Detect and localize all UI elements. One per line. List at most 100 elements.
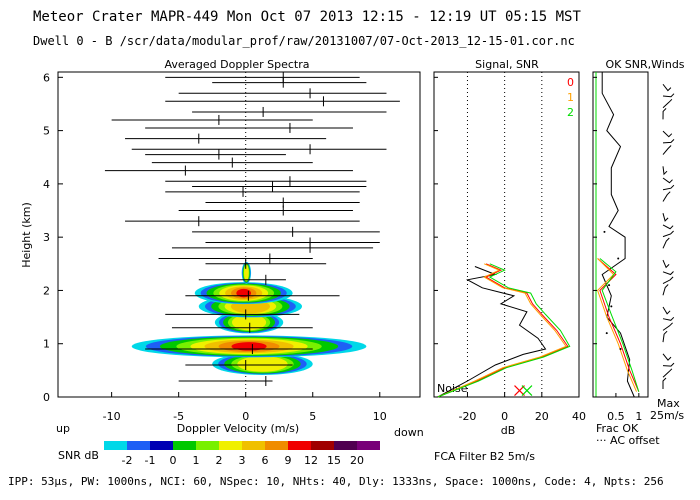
wind-barb-5 xyxy=(662,322,673,331)
wind-barb-7 xyxy=(662,306,671,315)
colorbar-tick-label-4: 2 xyxy=(216,454,223,467)
signal-series-0 xyxy=(437,263,569,398)
spectra-hotspot-2-layer-4 xyxy=(231,314,267,331)
fca-label: FCA Filter B2 5m/s xyxy=(434,450,535,463)
wind-barb-11 xyxy=(662,259,670,269)
ac-offset-label: ··· AC offset xyxy=(596,434,660,447)
doppler-ylabel: Height (km) xyxy=(20,202,33,268)
signal-plot: -20 0 20 40 xyxy=(434,72,586,423)
ok-dot-2 xyxy=(603,230,606,233)
doppler-ytick-label-3: 3 xyxy=(43,231,50,244)
wind-barb-6 xyxy=(662,316,675,321)
ok-dot-5 xyxy=(610,305,613,308)
doppler-plot: -10 -5 0 5 10 0 1 2 3 4 5 6 xyxy=(43,71,400,423)
colorbar-swatch-2 xyxy=(150,441,173,450)
wind-barb-19 xyxy=(662,166,668,176)
colorbar-swatch-8 xyxy=(288,441,311,450)
wind-barb-21 xyxy=(662,139,675,144)
noise-label: Noise xyxy=(437,382,468,395)
signal-xtick-label-0: -20 xyxy=(458,410,476,423)
colorbar-tick-label-0: -2 xyxy=(122,454,133,467)
wind-barb-16 xyxy=(662,191,671,202)
doppler-ytick-label-6: 6 xyxy=(43,71,50,84)
spectra-hotspot-1-layer-7 xyxy=(231,342,267,351)
doppler-xtick-label-1: -5 xyxy=(173,410,184,423)
colorbar-tick-label-8: 12 xyxy=(304,454,318,467)
wind-barb-0 xyxy=(662,377,667,390)
signal-xtick-label-1: 0 xyxy=(501,410,508,423)
colorbar-swatch-3 xyxy=(173,441,196,450)
colorbar-tick-label-9: 15 xyxy=(327,454,341,467)
colorbar-label: SNR dB xyxy=(58,449,99,462)
doppler-ytick-label-5: 5 xyxy=(43,125,50,138)
colorbar-tick-label-10: 20 xyxy=(350,454,364,467)
doppler-xtick-label-4: 10 xyxy=(373,410,387,423)
ok-xtick-label-1: 1 xyxy=(635,410,642,423)
header-line2: Dwell 0 - B /scr/data/modular_prof/raw/2… xyxy=(33,34,575,48)
ok-dot-3 xyxy=(617,257,620,260)
wind-barb-12 xyxy=(662,237,670,249)
colorbar-swatch-5 xyxy=(219,441,242,450)
ok-title: OK SNR,Winds xyxy=(605,58,684,71)
signal-title: Signal, SNR xyxy=(475,58,539,71)
colorbar-swatch-7 xyxy=(265,441,288,450)
wind-barb-14 xyxy=(662,224,674,230)
doppler-ytick-label-2: 2 xyxy=(43,284,50,297)
wind-barb-26 xyxy=(662,83,672,92)
wind-barb-24 xyxy=(662,98,673,109)
spectra-hotspot-5-layer-4 xyxy=(244,265,249,281)
colorbar-tick-label-1: -1 xyxy=(145,454,156,467)
ok-series-snr0 xyxy=(597,258,640,392)
wind-barb-23 xyxy=(662,108,667,120)
doppler-ytick-label-4: 4 xyxy=(43,178,50,191)
legend-series-0: 0 xyxy=(567,76,574,89)
legend-series-1: 1 xyxy=(567,91,574,104)
wind-barb-18 xyxy=(662,177,673,184)
colorbar-swatch-0 xyxy=(104,441,127,450)
colorbar-swatch-4 xyxy=(196,441,219,450)
wind-barb-13 xyxy=(662,230,674,238)
signal-xtick-label-2: 20 xyxy=(535,410,549,423)
signal-series-signal xyxy=(437,266,547,398)
ok-xtick-label-0: 0.5 xyxy=(607,410,625,423)
doppler-frame xyxy=(57,71,421,398)
colorbar-tick-label-7: 9 xyxy=(285,454,292,467)
colorbar-swatch-9 xyxy=(311,441,334,450)
ok-plot: 0.5 1 xyxy=(593,72,675,423)
noise-marker-1 xyxy=(521,385,533,397)
doppler-title: Averaged Doppler Spectra xyxy=(164,58,309,71)
doppler-ytick-label-1: 1 xyxy=(43,338,50,351)
colorbar-tick-label-3: 1 xyxy=(193,454,200,467)
max-speed-label: 25m/s xyxy=(650,409,684,422)
wind-barb-1 xyxy=(662,368,673,378)
signal-series-1 xyxy=(437,263,567,398)
ok-dot-1 xyxy=(608,284,611,287)
colorbar: -2 -1 0 1 2 3 6 9 12 15 20 xyxy=(104,441,380,467)
colorbar-tick-label-2: 0 xyxy=(170,454,177,467)
doppler-xtick-label-0: -10 xyxy=(103,410,121,423)
wind-barb-25 xyxy=(662,93,675,98)
max-label: Max xyxy=(657,397,680,410)
colorbar-tick-label-6: 6 xyxy=(262,454,269,467)
ok-dot-0 xyxy=(605,332,608,335)
colorbar-tick-label-5: 3 xyxy=(239,454,246,467)
wind-barb-17 xyxy=(662,184,675,191)
wind-barb-20 xyxy=(662,145,672,155)
header-line1: Meteor Crater MAPR-449 Mon Oct 07 2013 1… xyxy=(33,9,581,25)
doppler-xtick-label-3: 5 xyxy=(309,410,316,423)
wind-barb-8 xyxy=(662,284,669,296)
frac-ok-label: Frac OK xyxy=(596,422,639,435)
wind-barb-22 xyxy=(662,130,673,138)
doppler-xlabel: Doppler Velocity (m/s) xyxy=(177,422,299,435)
wind-barb-3 xyxy=(662,353,672,361)
doppler-xtick-label-2: 0 xyxy=(242,410,249,423)
wind-barb-9 xyxy=(662,276,674,284)
wind-barb-10 xyxy=(662,271,674,276)
ok-series-snr2 xyxy=(599,258,640,392)
footer-params: IPP: 53µs, PW: 1000ns, NCI: 60, NSpec: 1… xyxy=(8,475,664,488)
down-label: down xyxy=(394,426,424,439)
colorbar-swatch-10 xyxy=(334,441,357,450)
doppler-ytick-label-0: 0 xyxy=(43,391,50,404)
ok-dot-4 xyxy=(619,348,622,351)
